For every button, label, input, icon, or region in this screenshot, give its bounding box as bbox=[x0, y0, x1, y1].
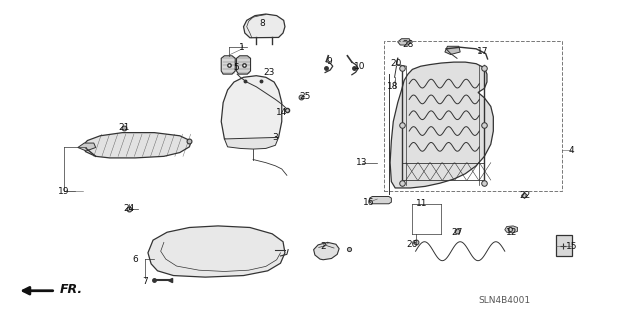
Text: 5: 5 bbox=[233, 63, 239, 72]
Polygon shape bbox=[148, 226, 285, 277]
Polygon shape bbox=[505, 226, 518, 233]
Text: 8: 8 bbox=[260, 19, 266, 28]
Text: 2: 2 bbox=[321, 242, 326, 251]
Polygon shape bbox=[83, 133, 191, 158]
Polygon shape bbox=[445, 46, 460, 55]
Text: 1: 1 bbox=[239, 43, 245, 52]
Polygon shape bbox=[390, 62, 493, 188]
Polygon shape bbox=[556, 235, 572, 256]
Polygon shape bbox=[221, 76, 282, 145]
Text: 6: 6 bbox=[132, 255, 138, 263]
Text: 22: 22 bbox=[520, 191, 531, 200]
Text: 4: 4 bbox=[569, 145, 575, 154]
Text: 20: 20 bbox=[391, 59, 402, 68]
Text: 21: 21 bbox=[118, 123, 129, 132]
Text: 9: 9 bbox=[326, 57, 332, 66]
Polygon shape bbox=[370, 197, 392, 204]
Text: 17: 17 bbox=[477, 48, 488, 56]
Text: 27: 27 bbox=[451, 228, 463, 237]
Text: 25: 25 bbox=[299, 92, 310, 101]
Text: 19: 19 bbox=[58, 187, 70, 196]
Polygon shape bbox=[225, 137, 278, 149]
Polygon shape bbox=[237, 56, 250, 74]
Text: 11: 11 bbox=[416, 199, 428, 208]
Text: 23: 23 bbox=[263, 68, 275, 77]
Text: 7: 7 bbox=[142, 277, 148, 286]
Text: 14: 14 bbox=[276, 108, 287, 116]
Polygon shape bbox=[244, 14, 285, 38]
Text: 15: 15 bbox=[566, 242, 577, 251]
Text: 13: 13 bbox=[356, 158, 367, 167]
Polygon shape bbox=[78, 143, 96, 151]
Text: 18: 18 bbox=[387, 82, 398, 91]
Text: 3: 3 bbox=[273, 133, 278, 142]
Text: 24: 24 bbox=[124, 204, 134, 213]
Text: 28: 28 bbox=[403, 40, 413, 48]
Polygon shape bbox=[314, 242, 339, 260]
Polygon shape bbox=[221, 56, 236, 74]
Text: 12: 12 bbox=[506, 228, 517, 237]
Text: FR.: FR. bbox=[60, 283, 83, 296]
Text: 26: 26 bbox=[406, 241, 418, 249]
Text: SLN4B4001: SLN4B4001 bbox=[479, 296, 531, 305]
Text: 16: 16 bbox=[364, 198, 375, 207]
Text: 10: 10 bbox=[354, 62, 365, 71]
Polygon shape bbox=[397, 39, 411, 45]
